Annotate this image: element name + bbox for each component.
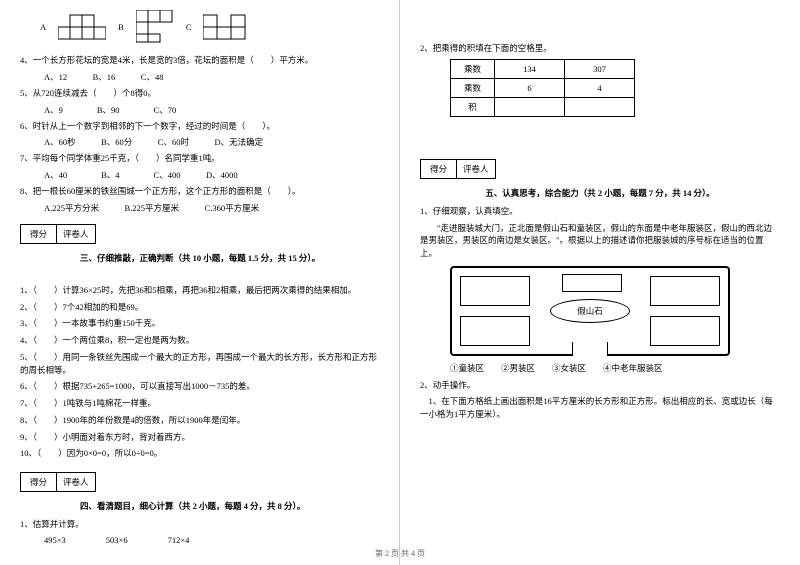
reviewer-label: 评卷人 [57, 473, 95, 491]
judge-5: 5、（ ）用同一条铁丝先围成一个最大的正方形，再围成一个最大的长方形，长方形和正… [20, 351, 379, 377]
garden-center-label: 假山石 [550, 299, 630, 323]
judge-9: 9、（ ）小明面对着东方时，背对着西方。 [20, 431, 379, 444]
score-box-section-4: 得分 评卷人 [20, 472, 96, 492]
judge-4: 4、（ ）一个两位乘8，积一定也是两为数。 [20, 334, 379, 347]
multiplication-table: 乘数 134 307 乘数 6 4 积 [450, 59, 635, 117]
judge-8: 8、（ ）1900年的年份数是4的倍数，所以1900年是闰年。 [20, 414, 379, 427]
question-7-options: A、40 B、4 C、400 D、4000 [20, 169, 379, 181]
garden-legend: ①童装区 ②男装区 ③女装区 ④中老年服装区 [420, 362, 780, 375]
hands-question: 1、在下面方格纸上画出面积是16平方厘米的长方形和正方形。标出相应的长、宽或边长… [420, 395, 780, 421]
r1c2: 307 [565, 59, 635, 78]
section-5-title: 五、认真思考，综合能力（共 2 小题，每题 7 分，共 14 分）。 [420, 187, 780, 199]
judge-2: 2、（ ）7个42相加的和是69。 [20, 301, 379, 314]
score-box-section-5: 得分 评卷人 [420, 159, 496, 179]
r1c1: 134 [495, 59, 565, 78]
page-footer: 第 2 页 共 4 页 [0, 548, 800, 559]
hands-label: 2、动手操作。 [420, 379, 780, 392]
right-q2: 2、把乘得的积填在下面的空格里。 [420, 42, 780, 55]
question-6: 6、时针从上一个数字到相邻的下一个数字，经过的时间是（ ）。 [20, 120, 379, 133]
r2c1: 6 [495, 78, 565, 97]
score-label: 得分 [21, 473, 57, 491]
question-7: 7、平均每个同学体重25千克，（ ）名同学重1吨。 [20, 152, 379, 165]
score-label: 得分 [21, 225, 57, 243]
reviewer-label: 评卷人 [457, 160, 495, 178]
row2-label: 乘数 [451, 78, 495, 97]
row3-label: 积 [451, 97, 495, 116]
shape-label-b: B [118, 22, 124, 32]
score-label: 得分 [421, 160, 457, 178]
r3c1 [495, 97, 565, 116]
question-5-options: A、9 B、90 C、70 [20, 104, 379, 116]
question-4: 4、一个长方形花坛的宽是4米，长是宽的3倍，花坛的面积是（ ）平方米。 [20, 54, 379, 67]
judge-10: 10、（ ）因为0×0=0，所以0÷0=0。 [20, 447, 379, 460]
question-8-options: A.225平方分米 B.225平方厘米 C.360平方厘米 [20, 202, 379, 214]
calc-1: 495×3 [44, 535, 66, 545]
garden-diagram: 假山石 [450, 266, 730, 356]
r3c2 [565, 97, 635, 116]
shape-label-c: C [186, 22, 192, 32]
question-8: 8、把一根长60厘米的铁丝围城一个正方形，这个正方形的面积是（ ）。 [20, 185, 379, 198]
reviewer-label: 评卷人 [57, 225, 95, 243]
observe-text: "走进服装城大门，正北面是假山石和童装区，假山的东面是中老年服装区，假山的西北边… [420, 222, 780, 260]
shape-b-grid [136, 10, 174, 44]
question-6-options: A、60秒 B、60分 C、60时 D、无法确定 [20, 136, 379, 148]
shape-a-grid [58, 13, 106, 41]
section-4-title: 四、看清题目，细心计算（共 2 小题，每题 4 分，共 8 分）。 [80, 500, 379, 512]
observe-label: 1、仔细观察，认真填空。 [420, 205, 780, 218]
shape-c-grid [203, 13, 247, 41]
judge-7: 7、（ ）1吨铁与1吨棉花一样重。 [20, 397, 379, 410]
shape-label-a: A [40, 22, 46, 32]
score-box-section-3: 得分 评卷人 [20, 224, 96, 244]
calc-label: 1、估算并计算。 [20, 518, 379, 531]
judge-6: 6、（ ）根据735+265=1000，可以直接写出1000－735的差。 [20, 380, 379, 393]
judge-3: 3、（ ）一本故事书约重150千克。 [20, 317, 379, 330]
question-4-options: A、12 B、16 C、48 [20, 71, 379, 83]
judge-1: 1、（ ）计算36×25时，先把36和5相乘，再把36和2相乘，最后把两次乘得的… [20, 284, 379, 297]
r2c2: 4 [565, 78, 635, 97]
calc-2: 503×6 [106, 535, 128, 545]
row1-label: 乘数 [451, 59, 495, 78]
calc-3: 712×4 [168, 535, 190, 545]
question-5: 5、从720连续减去（ ）个8得0。 [20, 87, 379, 100]
section-3-title: 三、仔细推敲，正确判断（共 10 小题，每题 1.5 分，共 15 分）。 [80, 252, 379, 264]
